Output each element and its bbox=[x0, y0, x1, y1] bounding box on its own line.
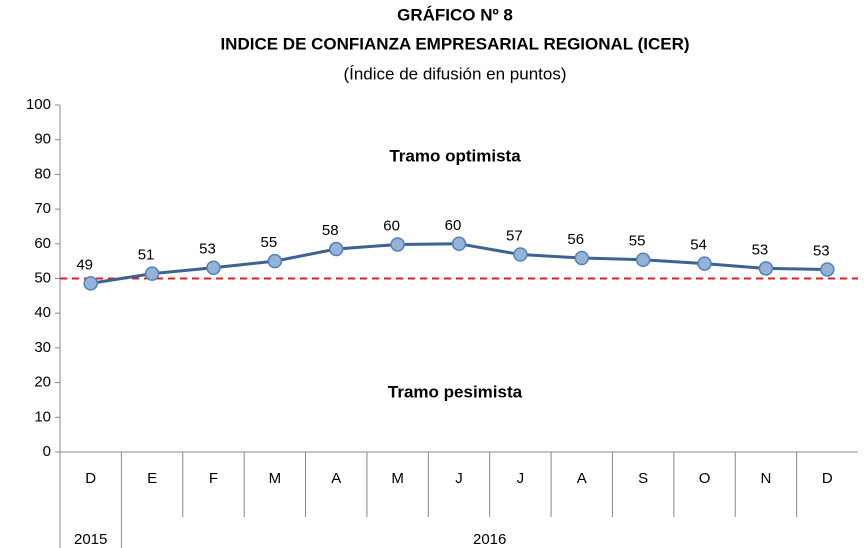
point bbox=[267, 253, 283, 269]
x-tick-label: N bbox=[761, 470, 772, 487]
data-label: 55 bbox=[629, 233, 646, 250]
x-group-label: 2015 bbox=[74, 531, 107, 548]
point bbox=[328, 241, 344, 257]
data-label: 58 bbox=[322, 222, 339, 239]
x-tick-label: J bbox=[517, 470, 525, 487]
x-tick-label: D bbox=[822, 470, 833, 487]
point bbox=[697, 256, 712, 271]
chart-subtitle: (Índice de difusión en puntos) bbox=[343, 64, 566, 83]
y-tick-label: 40 bbox=[34, 304, 51, 321]
y-tick-label: 70 bbox=[34, 200, 51, 217]
x-tick-label: A bbox=[577, 470, 587, 487]
y-tick-label: 80 bbox=[34, 165, 51, 182]
x-tick-label: M bbox=[391, 470, 404, 487]
x-tick-label: E bbox=[147, 470, 157, 487]
y-tick-label: 60 bbox=[34, 235, 51, 252]
y-tick-label: 50 bbox=[34, 269, 51, 286]
data-label: 49 bbox=[76, 256, 93, 273]
data-label: 60 bbox=[445, 217, 462, 234]
data-label: 60 bbox=[383, 217, 400, 234]
y-tick-label: 10 bbox=[34, 408, 51, 425]
chart-subtitle-bold: INDICE DE CONFIANZA EMPRESARIAL REGIONAL… bbox=[220, 34, 689, 53]
point bbox=[574, 250, 590, 266]
y-tick-label: 30 bbox=[34, 339, 51, 356]
chart-title: GRÁFICO Nº 8 bbox=[397, 5, 513, 24]
data-label: 53 bbox=[752, 241, 769, 258]
y-tick-label: 90 bbox=[34, 131, 51, 148]
data-label: 53 bbox=[199, 241, 216, 258]
point bbox=[635, 252, 651, 268]
point bbox=[758, 261, 774, 276]
x-tick-label: J bbox=[455, 470, 463, 487]
data-label: 54 bbox=[690, 237, 707, 254]
data-label: 51 bbox=[138, 247, 155, 264]
x-group-label: 2016 bbox=[473, 531, 506, 548]
x-tick-label: M bbox=[269, 470, 282, 487]
point bbox=[451, 236, 467, 252]
annotation: Tramo optimista bbox=[389, 147, 521, 166]
point bbox=[206, 260, 221, 275]
data-label: 55 bbox=[261, 234, 278, 251]
data-label: 56 bbox=[567, 231, 584, 248]
point bbox=[820, 262, 835, 277]
data-label: 53 bbox=[813, 242, 830, 259]
point bbox=[144, 266, 160, 281]
point bbox=[83, 276, 98, 291]
annotation: Tramo pesimista bbox=[388, 382, 523, 401]
x-tick-label: A bbox=[331, 470, 341, 487]
y-tick-label: 100 bbox=[26, 96, 51, 113]
x-tick-label: F bbox=[209, 470, 218, 487]
x-tick-label: D bbox=[85, 470, 96, 487]
y-tick-label: 20 bbox=[34, 374, 51, 391]
data-label: 57 bbox=[506, 228, 523, 245]
y-tick-label: 0 bbox=[43, 443, 51, 460]
x-tick-label: O bbox=[699, 470, 711, 487]
point bbox=[390, 237, 405, 252]
point bbox=[513, 247, 528, 262]
x-tick-label: S bbox=[638, 470, 648, 487]
